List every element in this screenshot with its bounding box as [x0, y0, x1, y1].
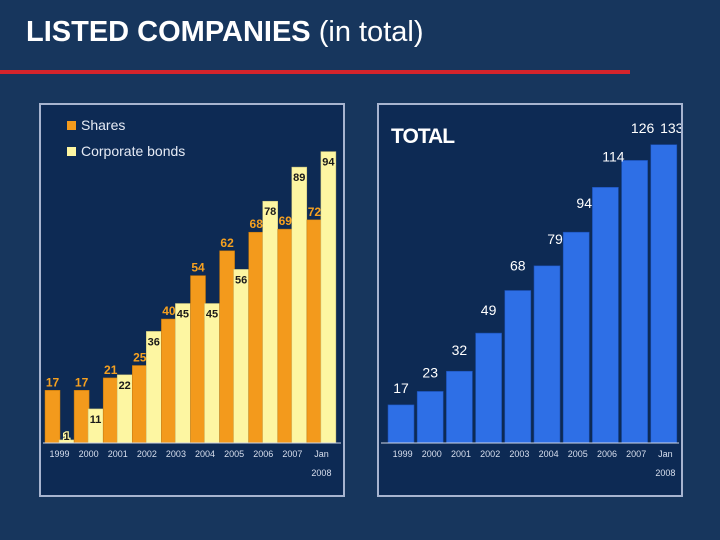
x-tick-label: 2004 — [195, 449, 215, 459]
shares-data-label: 68 — [250, 217, 264, 231]
bonds-data-label: 11 — [90, 414, 102, 426]
bonds-bar — [233, 269, 249, 444]
x-tick-label: Jan — [658, 449, 673, 459]
total-bar — [533, 265, 561, 444]
shares-bar — [277, 228, 294, 444]
total-data-label: 133 — [660, 120, 681, 136]
x-tick-label: 2003 — [166, 449, 186, 459]
slide-title: LISTED COMPANIES (in total) — [26, 16, 423, 49]
shares-bonds-chart-panel: 17 1 17 11 21 22 25 36 40 45 54 45 62 56 68 78 69 89 72 94 S… — [39, 103, 345, 497]
shares-data-label: 40 — [162, 304, 176, 318]
x-tick-label: 2001 — [451, 449, 471, 459]
x-tick-label: 2005 — [568, 449, 588, 459]
shares-bar — [132, 365, 148, 444]
shares-bar — [161, 318, 177, 444]
shares-bar — [190, 275, 206, 444]
x-tick-label: 2001 — [108, 449, 128, 459]
shares-data-label: 21 — [104, 363, 118, 377]
bonds-data-label: 22 — [119, 380, 131, 392]
total-chart: TOTAL 17 23 32 49 68 79 94 114 126 133 1999 2000 2001… — [381, 120, 681, 478]
x-tick-label: 2002 — [137, 449, 157, 459]
slide-title-main: LISTED COMPANIES — [26, 16, 311, 48]
legend-swatch-bonds — [67, 147, 76, 156]
total-data-label: 32 — [452, 342, 468, 358]
bonds-data-label: 45 — [206, 309, 218, 321]
x-tick-label: 2006 — [253, 449, 273, 459]
bonds-bar — [262, 200, 278, 444]
legend-label-bonds: Corporate bonds — [81, 143, 185, 159]
bonds-data-label: 36 — [148, 336, 160, 348]
slide-title-suffix: (in total) — [318, 16, 424, 48]
total-data-label: 23 — [422, 364, 438, 380]
bonds-data-label: 45 — [177, 309, 189, 321]
x-tick-label: 2007 — [282, 449, 302, 459]
total-bar — [650, 144, 678, 444]
bonds-data-label: 94 — [322, 157, 335, 169]
shares-data-label: 69 — [279, 214, 293, 228]
total-bar — [504, 290, 532, 444]
shares-data-label: 17 — [75, 375, 89, 389]
bonds-bar — [291, 166, 308, 444]
legend-label-shares: Shares — [81, 117, 125, 133]
total-bar — [592, 187, 619, 444]
total-data-label: 79 — [547, 231, 563, 247]
shares-data-label: 17 — [46, 375, 60, 389]
shares-bar — [44, 390, 61, 444]
total-bar — [621, 160, 648, 444]
x-tick-label: 2007 — [626, 449, 646, 459]
x-tick-label: 2008 — [655, 468, 675, 478]
total-bar — [387, 404, 415, 444]
bonds-bar — [175, 303, 191, 444]
shares-data-label: 62 — [220, 236, 234, 250]
bonds-data-label: 56 — [235, 274, 247, 286]
x-tick-label: 2005 — [224, 449, 244, 459]
total-bar — [446, 370, 473, 444]
x-tick-label: 2000 — [79, 449, 99, 459]
total-data-label: 49 — [481, 302, 497, 318]
x-tick-label: 2003 — [509, 449, 529, 459]
shares-data-label: 54 — [191, 261, 205, 275]
shares-bar — [306, 219, 323, 444]
x-tick-label: 2004 — [539, 449, 559, 459]
shares-bar — [248, 231, 264, 444]
bonds-data-label: 1 — [63, 431, 69, 443]
bonds-data-label: 89 — [293, 172, 305, 184]
x-tick-label: 2000 — [422, 449, 442, 459]
bonds-data-label: 78 — [264, 206, 276, 218]
shares-bar — [102, 377, 119, 444]
shares-data-label: 72 — [308, 205, 322, 219]
total-data-label: 114 — [602, 148, 625, 164]
x-tick-label: 1999 — [393, 449, 413, 459]
bonds-bar — [204, 303, 220, 444]
total-chart-title: TOTAL — [391, 125, 455, 148]
total-chart-panel: TOTAL 17 23 32 49 68 79 94 114 126 133 1999 2000 2001… — [377, 103, 683, 497]
total-bar — [562, 231, 590, 444]
total-bar — [416, 391, 444, 444]
x-tick-label: 2008 — [311, 468, 331, 478]
title-underline — [0, 70, 630, 74]
shares-bar — [219, 250, 235, 444]
total-data-label: 17 — [393, 380, 409, 396]
x-tick-label: Jan — [314, 449, 329, 459]
total-data-label: 126 — [631, 120, 655, 136]
total-data-label: 68 — [510, 257, 526, 273]
x-tick-label: 2002 — [480, 449, 500, 459]
total-bar — [475, 332, 502, 444]
total-data-label: 94 — [576, 195, 592, 211]
x-tick-label: 1999 — [50, 449, 70, 459]
shares-data-label: 25 — [133, 351, 147, 365]
shares-bar — [73, 390, 90, 444]
legend-swatch-shares — [67, 121, 76, 130]
bonds-bar — [320, 151, 337, 444]
x-tick-label: 2006 — [597, 449, 617, 459]
